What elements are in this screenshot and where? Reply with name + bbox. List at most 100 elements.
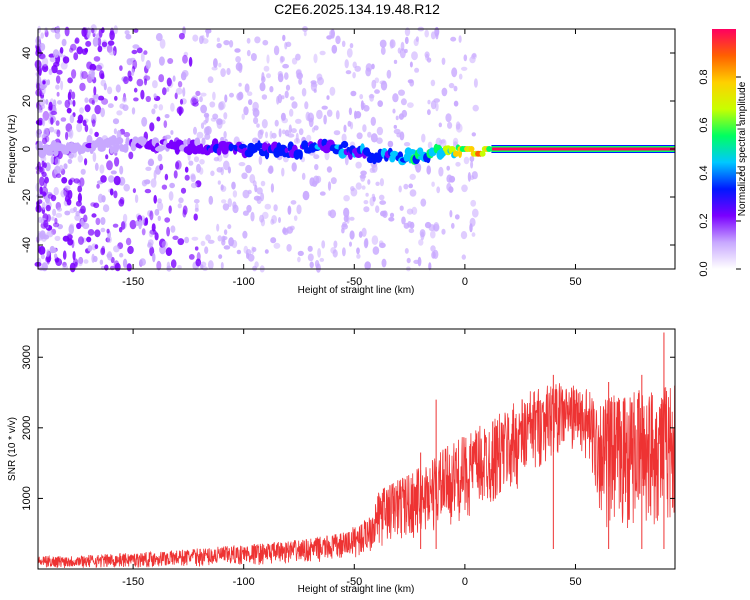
noise-blob <box>207 239 215 244</box>
signal-blob <box>365 151 372 157</box>
noise-blob <box>370 133 378 143</box>
noise-blob <box>128 151 134 160</box>
noise-blob <box>229 92 234 98</box>
noise-blob <box>93 202 100 209</box>
noise-blob <box>326 35 333 40</box>
noise-blob <box>52 208 57 217</box>
noise-blob <box>344 155 349 166</box>
noise-blob <box>356 253 361 259</box>
noise-blob <box>438 166 444 177</box>
noise-blob <box>139 258 146 266</box>
noise-blob <box>257 129 263 140</box>
noise-blob <box>411 51 418 61</box>
noise-blob <box>244 83 250 93</box>
snr-line <box>37 383 676 569</box>
noise-blob <box>94 162 99 171</box>
noise-blob <box>343 195 350 202</box>
noise-blob <box>194 246 199 251</box>
noise-blob <box>93 93 99 103</box>
noise-blob <box>159 163 164 171</box>
noise-blob <box>69 208 76 214</box>
noise-blob <box>107 86 113 95</box>
noise-blob <box>259 82 266 92</box>
noise-blob <box>195 90 201 97</box>
noise-blob <box>174 92 178 100</box>
noise-blob <box>241 172 248 180</box>
noise-blob <box>63 163 68 170</box>
noise-blob <box>216 37 220 43</box>
noise-blob <box>154 208 160 216</box>
noise-blob <box>53 253 58 259</box>
noise-blob <box>472 104 479 112</box>
noise-blob <box>273 242 281 249</box>
x-tick-label: 50 <box>569 576 581 588</box>
noise-blob <box>45 99 49 105</box>
noise-blob <box>263 65 270 72</box>
noise-blob <box>432 223 440 232</box>
noise-blob <box>46 249 50 258</box>
noise-blob <box>143 50 148 55</box>
noise-blob <box>291 101 298 109</box>
noise-blob <box>450 36 457 42</box>
noise-blob <box>436 186 441 194</box>
noise-blob <box>79 82 86 92</box>
noise-blob <box>324 151 330 161</box>
noise-blob <box>164 134 172 140</box>
noise-blob <box>415 36 419 42</box>
noise-blob <box>323 114 327 125</box>
noise-blob <box>153 93 157 99</box>
noise-blob <box>101 98 109 105</box>
noise-blob <box>44 27 48 33</box>
noise-blob <box>250 53 257 61</box>
noise-blob <box>77 192 82 203</box>
noise-blob <box>246 204 252 213</box>
noise-blob <box>55 120 60 126</box>
noise-blob <box>167 58 174 64</box>
noise-blob <box>87 245 93 252</box>
noise-blob <box>35 236 42 241</box>
noise-blob <box>175 161 180 170</box>
noise-blob <box>64 185 71 191</box>
noise-blob <box>217 235 223 242</box>
noise-blob <box>314 260 320 268</box>
noise-blob <box>133 97 139 102</box>
noise-blob <box>199 35 204 45</box>
noise-blob <box>114 95 118 101</box>
noise-blob <box>441 87 448 97</box>
noise-blob <box>158 56 165 66</box>
noise-blob <box>60 189 67 198</box>
noise-blob <box>162 87 167 96</box>
noise-blob <box>349 230 355 240</box>
noise-blob <box>42 80 46 85</box>
noise-blob <box>449 210 453 218</box>
noise-blob <box>193 156 200 163</box>
noise-blob <box>193 126 197 135</box>
noise-blob <box>348 107 352 116</box>
noise-blob <box>316 109 323 120</box>
noise-blob <box>94 131 99 137</box>
noise-blob <box>166 77 172 87</box>
noise-blob <box>441 228 446 235</box>
noise-blob <box>401 109 408 118</box>
noise-blob <box>417 256 422 267</box>
noise-blob <box>147 242 153 249</box>
noise-blob <box>430 100 437 110</box>
noise-blob <box>301 87 307 97</box>
noise-blob <box>153 194 157 204</box>
noise-blob <box>173 170 178 179</box>
noise-blob <box>354 110 357 120</box>
noise-blob <box>295 118 302 124</box>
y-tick-label: 0 <box>21 146 33 152</box>
noise-blob <box>386 69 392 79</box>
noise-blob <box>223 40 230 46</box>
noise-blob <box>65 131 69 141</box>
noise-blob <box>200 122 205 129</box>
noise-blob <box>453 85 458 92</box>
noise-blob <box>42 117 46 127</box>
noise-blob <box>115 84 121 93</box>
noise-blob <box>427 141 433 149</box>
noise-blob <box>122 104 129 111</box>
noise-blob <box>375 205 380 213</box>
noise-blob <box>68 89 73 94</box>
noise-blob <box>155 33 163 42</box>
